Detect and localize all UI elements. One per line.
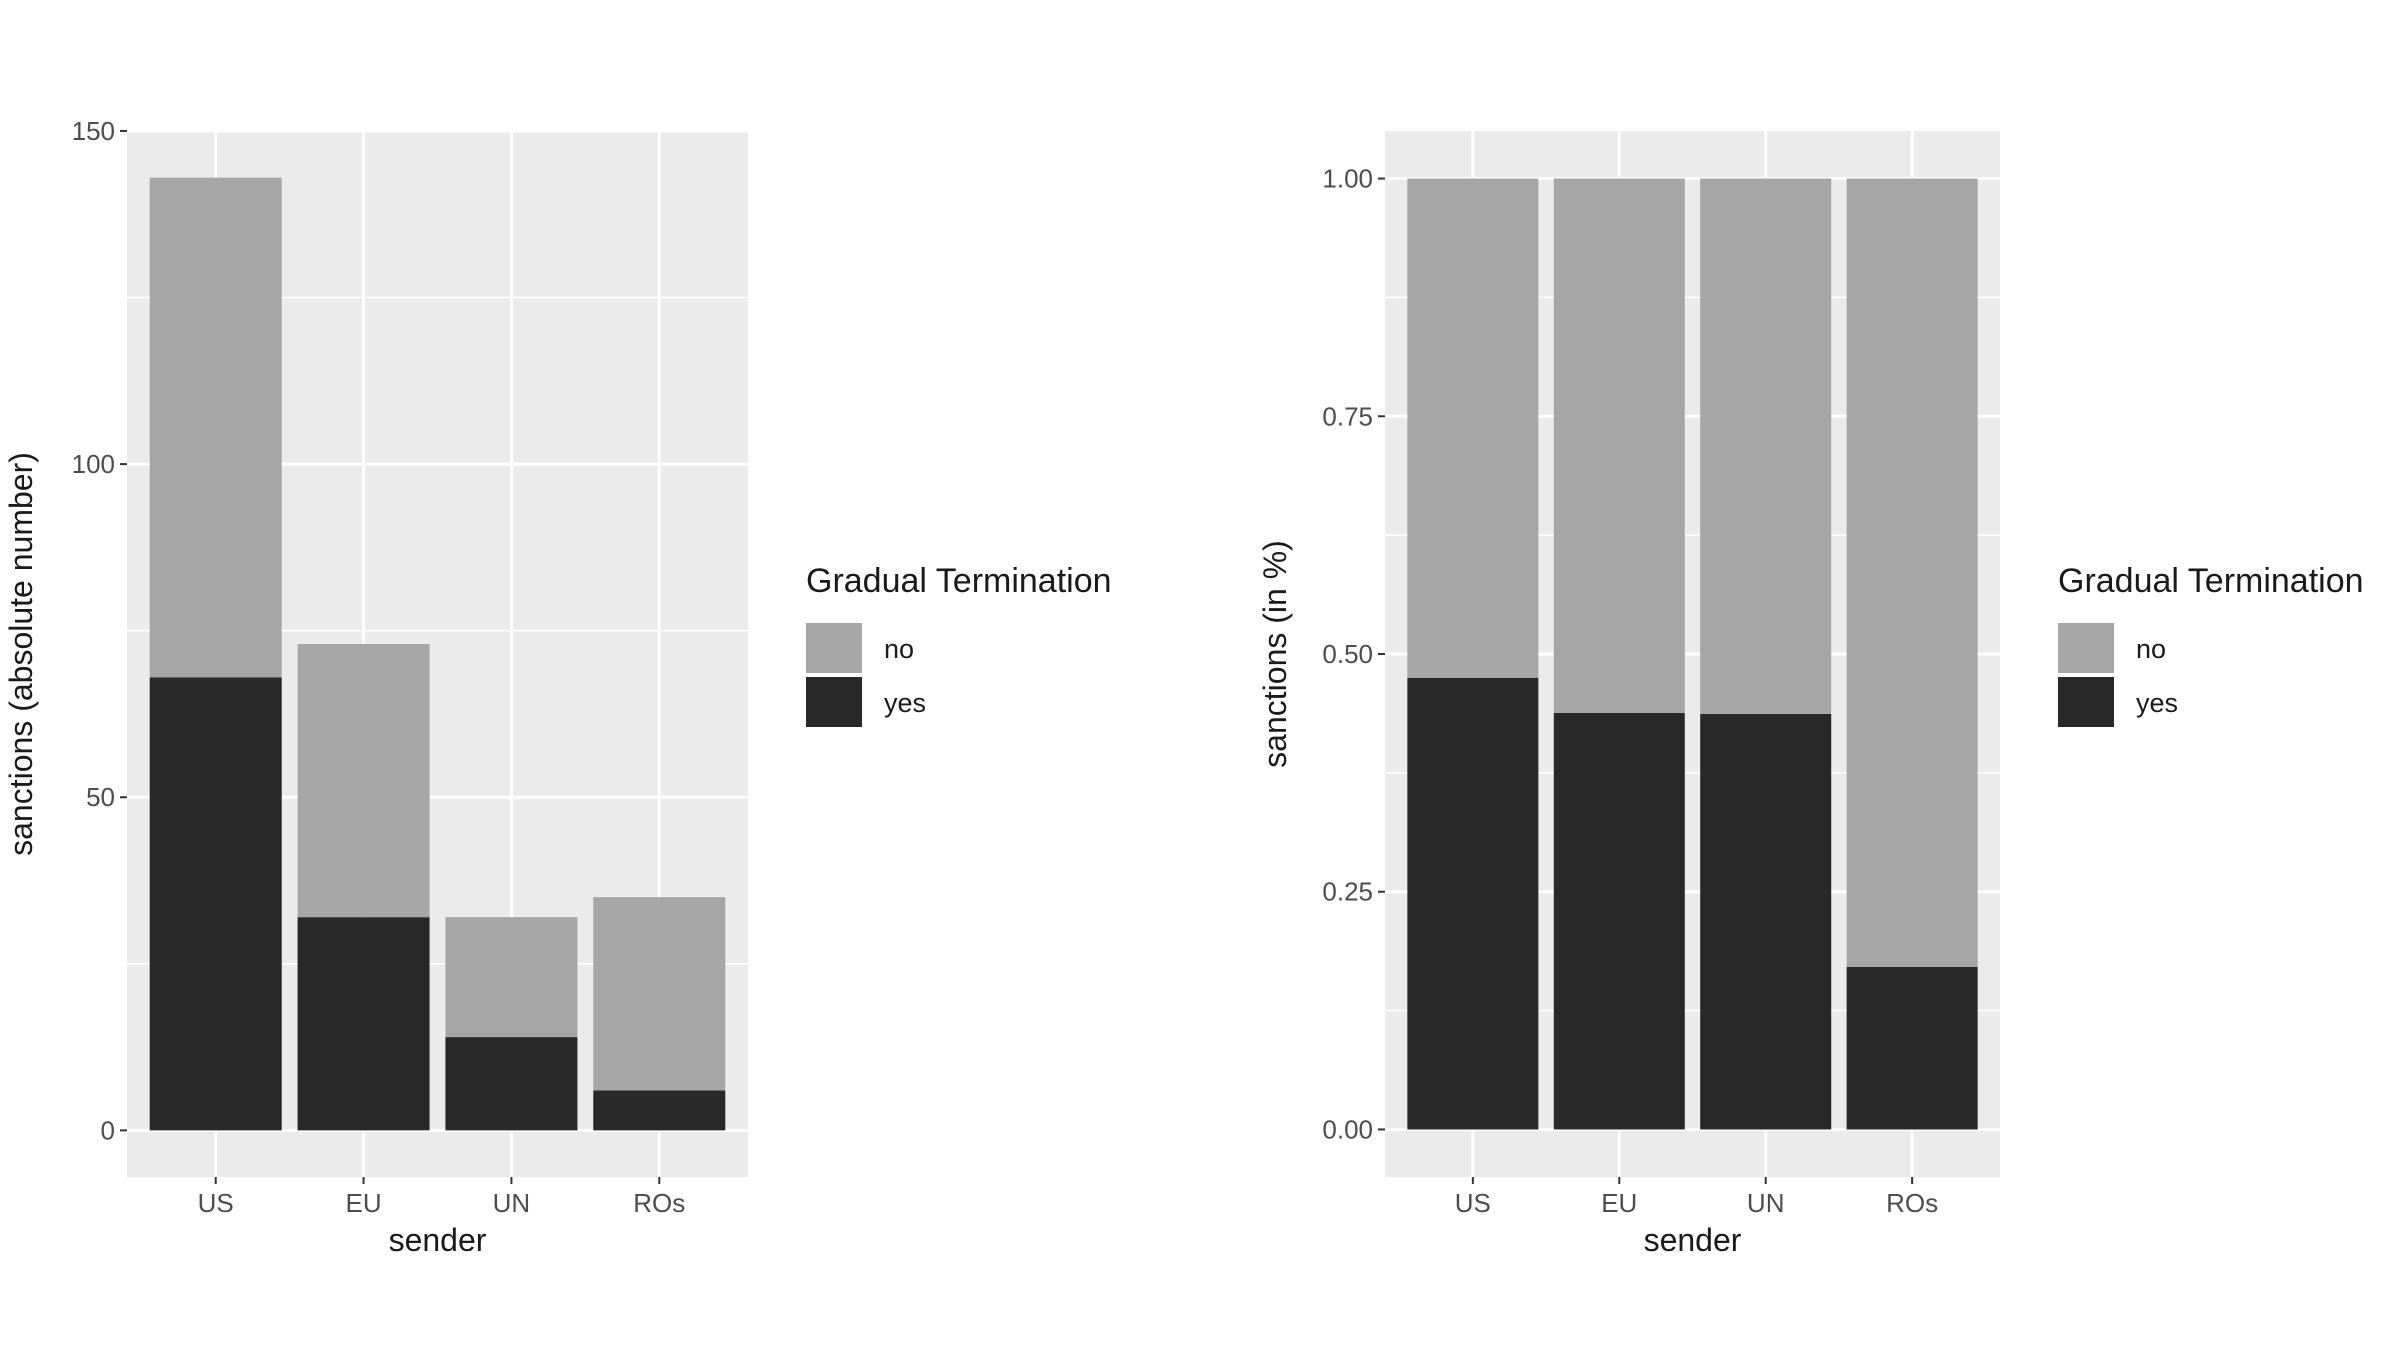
y-tick-label: 0.00 — [1322, 1114, 1373, 1144]
legend-key-no — [806, 623, 862, 673]
x-tick-label-us: US — [1455, 1188, 1491, 1218]
legend-key-yes — [806, 677, 862, 727]
legend-title: Gradual Termination — [2058, 562, 2364, 600]
x-tick-label-us: US — [198, 1188, 234, 1218]
legend-label-no: no — [884, 634, 914, 664]
y-tick-label: 0.25 — [1322, 877, 1373, 907]
y-tick-label: 100 — [72, 449, 115, 479]
legend-label-yes: yes — [2136, 688, 2178, 718]
bar-yes-eu — [297, 917, 430, 1131]
bar-yes-us — [1407, 677, 1539, 1130]
y-tick-label: 1.00 — [1322, 164, 1373, 194]
legend-label-no: no — [2136, 634, 2166, 664]
bar-no-un — [1700, 178, 1832, 714]
y-tick-label: 150 — [72, 116, 115, 146]
x-tick-label-ros: ROs — [1886, 1188, 1938, 1218]
bar-no-eu — [1553, 178, 1685, 713]
legend-key-no — [2058, 623, 2114, 673]
chart-percent: 0.00 0.25 0.50 0.75 1.00 US EU UN ROs sender sanct… — [1257, 131, 2364, 1258]
bar-no-us — [149, 177, 282, 678]
y-axis-title: sanctions (absolute number) — [3, 452, 39, 856]
bar-no-ros — [1846, 178, 1978, 967]
bar-yes-ros — [1846, 966, 1978, 1130]
x-tick-label-eu: EU — [1601, 1188, 1637, 1218]
y-axis-title: sanctions (in %) — [1257, 540, 1293, 768]
y-tick-label: 0.75 — [1322, 401, 1373, 431]
legend-title: Gradual Termination — [806, 562, 1112, 600]
bar-yes-us — [149, 677, 282, 1131]
bar-yes-un — [445, 1037, 578, 1131]
bar-yes-un — [1700, 713, 1832, 1130]
legend-label-yes: yes — [884, 688, 926, 718]
bar-no-ros — [593, 897, 726, 1091]
x-tick-label-un: UN — [493, 1188, 531, 1218]
y-tick-label: 50 — [86, 782, 115, 812]
x-axis-title: sender — [1644, 1222, 1742, 1258]
y-tick-label: 0.50 — [1322, 639, 1373, 669]
bar-no-us — [1407, 178, 1539, 678]
bar-yes-eu — [1553, 712, 1685, 1130]
bar-yes-ros — [593, 1090, 726, 1131]
x-axis-title: sender — [389, 1222, 487, 1258]
x-tick-label-un: UN — [1747, 1188, 1785, 1218]
bar-no-eu — [297, 644, 430, 918]
legend-key-yes — [2058, 677, 2114, 727]
x-tick-label-ros: ROs — [633, 1188, 685, 1218]
bar-no-un — [445, 917, 578, 1038]
x-tick-label-eu: EU — [346, 1188, 382, 1218]
y-tick-label: 0 — [101, 1115, 115, 1145]
chart-absolute: 0 50 100 150 US EU UN ROs sender sanctions (absol… — [3, 116, 1112, 1258]
